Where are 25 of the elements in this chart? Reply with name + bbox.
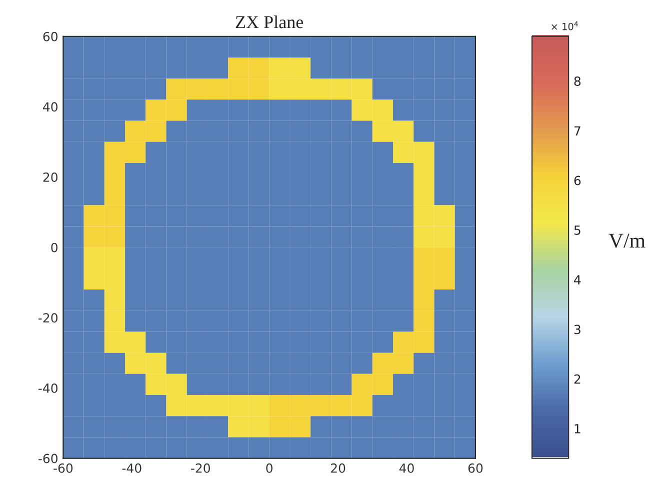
text: × 10$^{4}$ <box>552 21 578 30</box>
x-tick-label: 40 <box>399 463 414 473</box>
x-tick-label: 60 <box>468 463 483 473</box>
x-tick-label: 0 <box>266 463 272 473</box>
color-bar-label: 4 <box>574 275 581 284</box>
y-tick-label: -60 <box>38 454 58 464</box>
chart-title: ZX Plane <box>236 16 304 28</box>
color-bar-label: 6 <box>574 176 581 186</box>
x-tick-label: -40 <box>122 463 142 473</box>
y-tick-label: 60 <box>43 32 58 42</box>
y-tick-label: 40 <box>43 102 58 112</box>
color-bar-label: 2 <box>574 374 580 384</box>
color-bar-label: 1 <box>574 424 580 434</box>
y-tick-label: 20 <box>43 172 58 182</box>
color-bar-label: 7 <box>574 126 580 136</box>
color-bar-label: 8 <box>574 76 581 86</box>
y-tick-label: 0 <box>51 242 58 252</box>
color-bar-label: 3 <box>574 324 580 334</box>
x-tick-label: -20 <box>191 463 210 473</box>
x-tick-label: 20 <box>331 463 346 473</box>
color-bar-label: 5 <box>574 226 580 235</box>
y-tick-label: -40 <box>38 383 58 393</box>
y-tick-label: -20 <box>38 313 58 323</box>
x-tick-label: -60 <box>54 463 73 473</box>
color-bar-title: V/m <box>608 234 646 248</box>
